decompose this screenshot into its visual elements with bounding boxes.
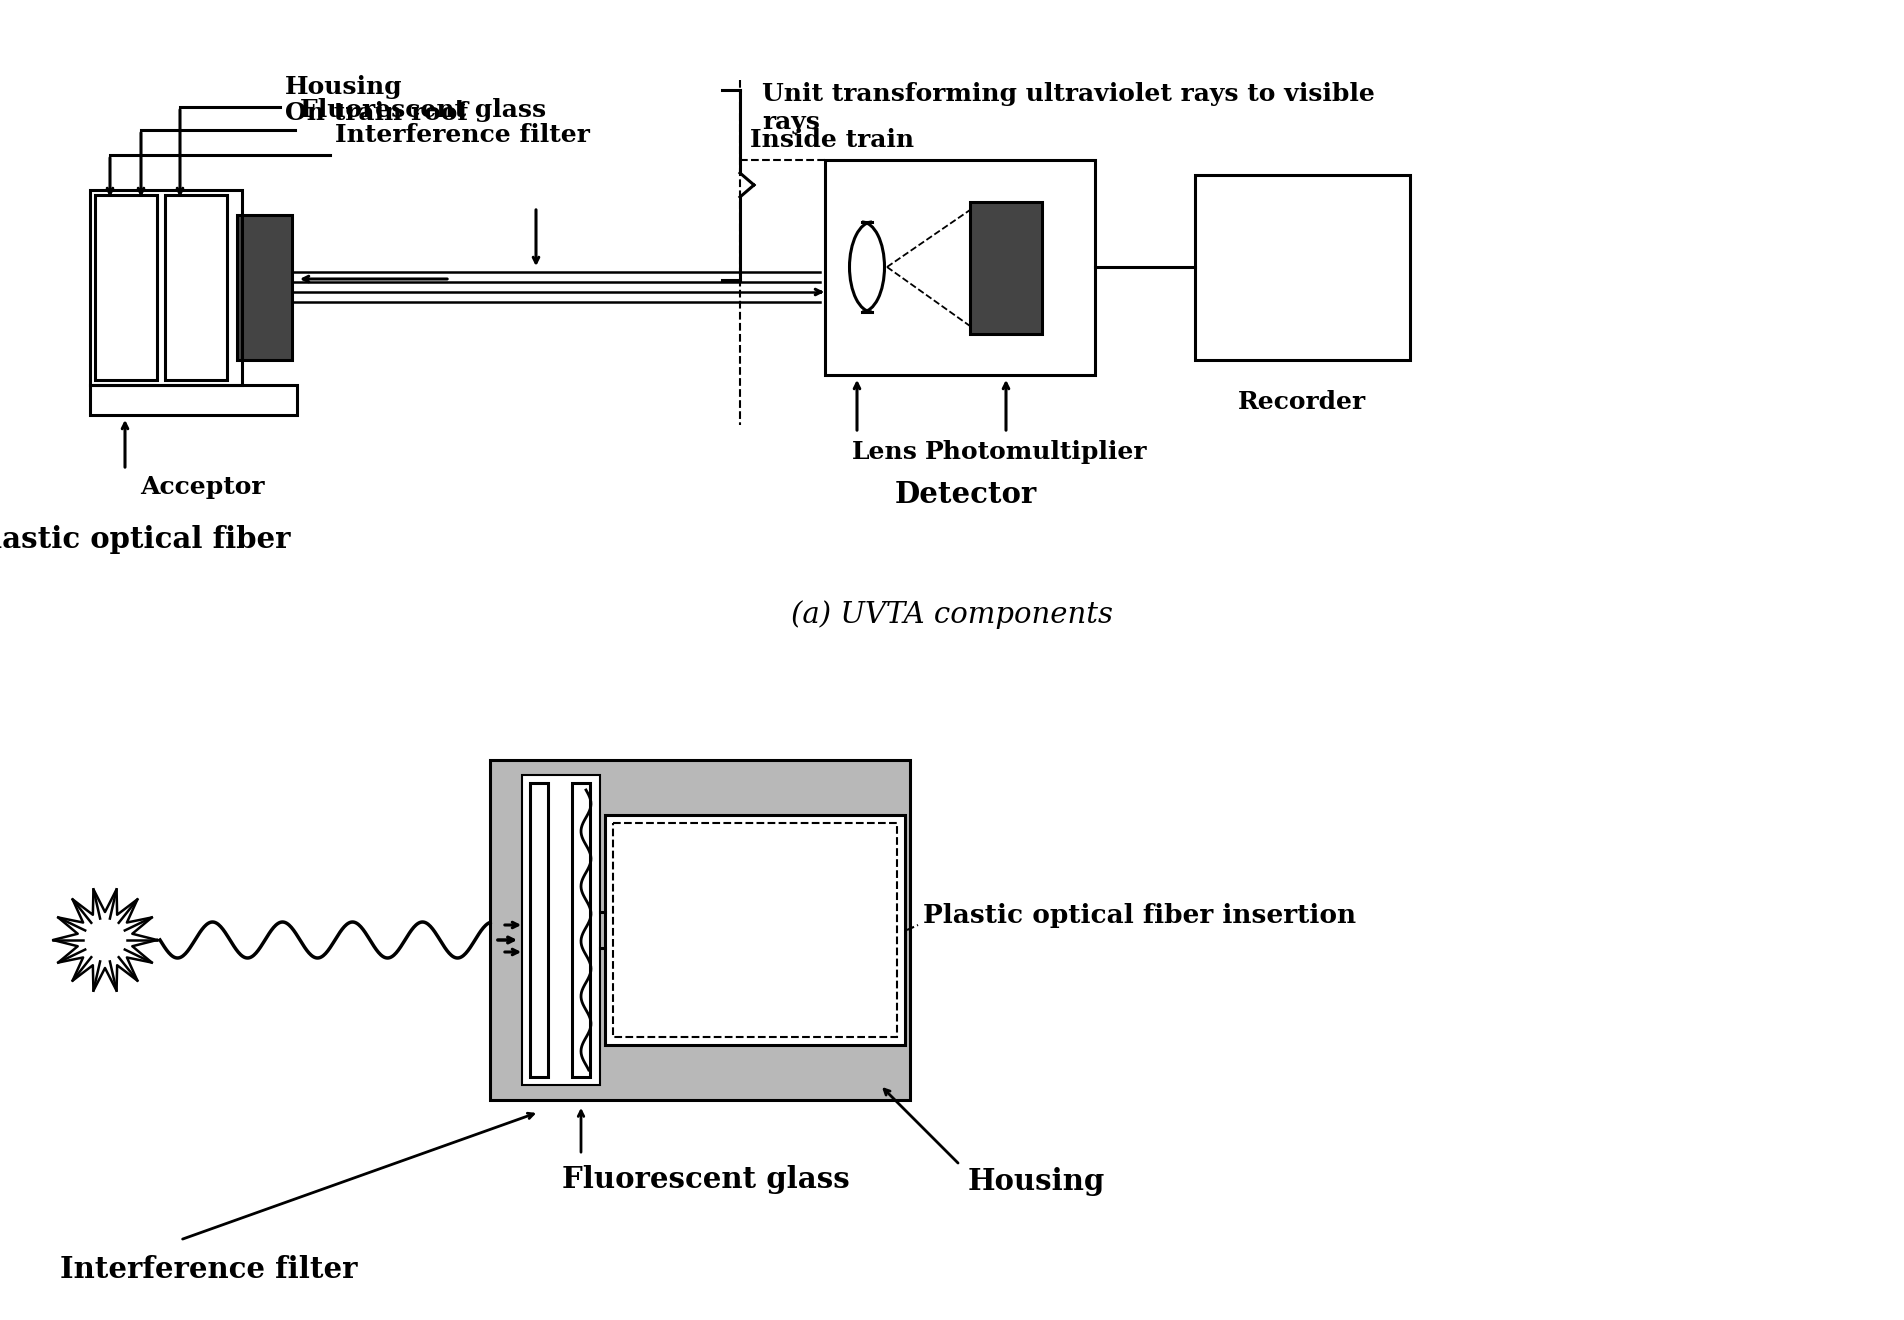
Bar [236,215,291,360]
Bar [969,202,1041,334]
Text: Fluorescent glass: Fluorescent glass [562,1166,849,1195]
Bar [529,783,548,1077]
Text: Recorder: Recorder [1238,389,1365,414]
Bar [613,822,897,1038]
Text: Plastic optical fiber insertion: Plastic optical fiber insertion [923,903,1356,928]
Bar [1196,176,1411,360]
Text: Housing: Housing [286,75,402,99]
Text: Unit transforming ultraviolet rays to visible
rays: Unit transforming ultraviolet rays to vi… [762,82,1375,133]
Bar [89,385,297,414]
Text: Interference filter: Interference filter [61,1255,358,1284]
Text: Lens: Lens [851,440,918,465]
Text: Detector: Detector [895,480,1038,510]
Text: Fluorescent glass: Fluorescent glass [301,98,546,121]
Text: On train roof: On train roof [286,102,468,125]
Bar [95,195,156,380]
Bar [571,783,590,1077]
Text: Photomultiplier: Photomultiplier [925,440,1148,465]
Bar [89,190,242,385]
Bar [522,775,600,1085]
Text: Interference filter: Interference filter [335,123,590,147]
Text: Housing: Housing [967,1167,1104,1196]
Bar [166,195,227,380]
Bar [489,760,910,1100]
Text: Inside train: Inside train [750,128,914,152]
Bar [605,814,904,1045]
Text: Acceptor: Acceptor [141,475,265,499]
Bar [824,160,1095,375]
Text: (a) UVTA components: (a) UVTA components [790,601,1114,630]
Text: Plastic optical fiber: Plastic optical fiber [0,525,291,554]
